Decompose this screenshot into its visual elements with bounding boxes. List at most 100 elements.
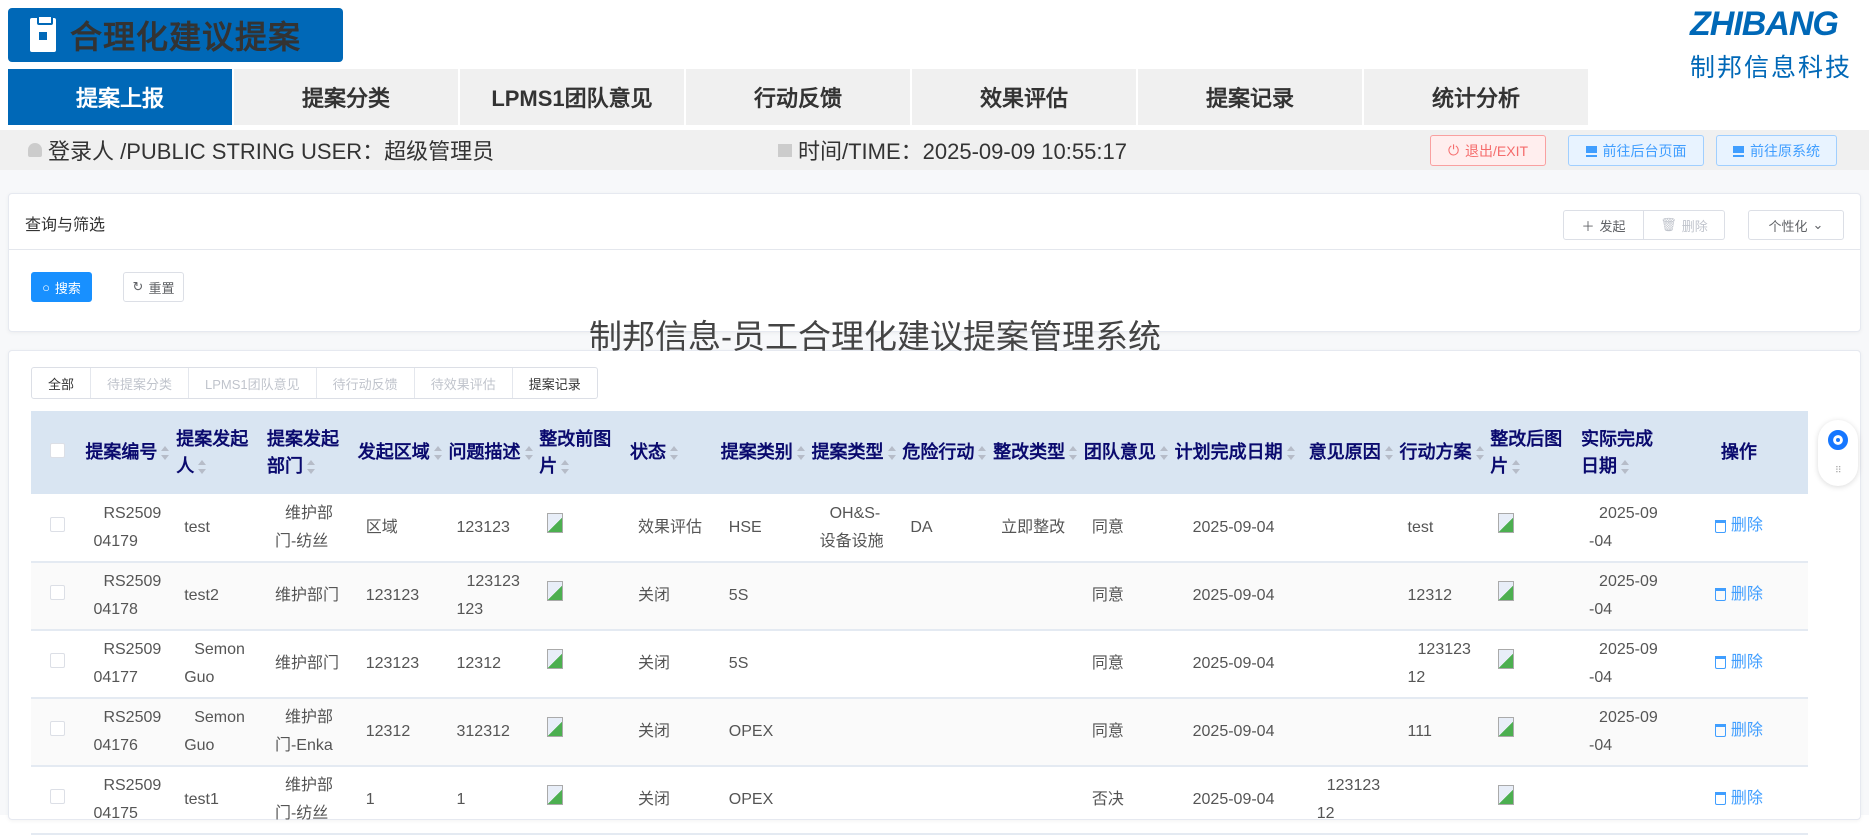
sort-icon[interactable] <box>670 446 679 461</box>
table-cell: 2025-09-04 <box>1172 698 1307 767</box>
nav-tab-0[interactable]: 提案上报 <box>8 69 234 125</box>
table-cell: RS250904177 <box>83 630 175 699</box>
select-all-checkbox[interactable] <box>49 443 65 458</box>
column-header[interactable]: 状态 <box>628 411 719 494</box>
column-header[interactable]: 团队意见 <box>1081 411 1173 494</box>
table-cell: 立即整改 <box>991 494 1082 563</box>
sort-icon[interactable] <box>198 459 207 474</box>
image-thumbnail-icon[interactable] <box>1498 717 1515 737</box>
table-cell <box>900 562 992 631</box>
column-header-label: 提案发起部门 <box>266 428 339 476</box>
operation-header: 操作 <box>1669 411 1808 494</box>
column-header[interactable]: 危险行动 <box>900 411 992 494</box>
image-thumbnail-icon[interactable] <box>1498 649 1515 669</box>
delete-row-button[interactable]: 删除 <box>1714 581 1763 609</box>
column-header[interactable]: 整改类型 <box>991 411 1082 494</box>
nav-tab-3[interactable]: 行动反馈 <box>686 69 912 125</box>
sort-icon[interactable] <box>1159 446 1168 461</box>
column-header[interactable]: 行动方案 <box>1397 411 1489 494</box>
sort-icon[interactable] <box>561 459 570 474</box>
add-button[interactable]: ＋发起 <box>1563 210 1644 240</box>
image-thumbnail-icon[interactable] <box>1498 512 1515 533</box>
image-thumbnail-icon[interactable] <box>547 717 564 737</box>
column-header[interactable]: 意见原因 <box>1306 411 1398 494</box>
search-button[interactable]: ○ 搜索 <box>31 272 92 302</box>
image-thumbnail-icon[interactable] <box>547 512 564 533</box>
sort-icon[interactable] <box>796 446 805 461</box>
nav-tab-5[interactable]: 提案记录 <box>1138 69 1364 125</box>
goto-old-system-button[interactable]: 前往原系统 <box>1716 135 1837 166</box>
column-header-label: 计划完成日期 <box>1174 442 1283 462</box>
monitor-icon <box>1585 146 1597 155</box>
nav-tab-1[interactable]: 提案分类 <box>234 69 460 125</box>
row-checkbox[interactable] <box>49 653 65 668</box>
segment-tab-1[interactable]: 待提案分类 <box>91 368 190 398</box>
table-cell <box>1306 562 1398 631</box>
personalize-dropdown[interactable]: 个性化 ⌄ <box>1748 210 1844 240</box>
delete-row-button[interactable]: 删除 <box>1714 512 1763 540</box>
sort-icon[interactable] <box>1069 446 1078 461</box>
goto-admin-button[interactable]: 前往后台页面 <box>1568 135 1704 166</box>
sort-icon[interactable] <box>161 446 170 461</box>
segment-tab-4[interactable]: 待效果评估 <box>415 368 513 398</box>
segment-tab-5[interactable]: 提案记录 <box>528 376 581 392</box>
sort-icon[interactable] <box>1286 446 1295 461</box>
sort-icon[interactable] <box>1512 459 1521 474</box>
row-checkbox[interactable] <box>49 721 65 736</box>
delete-label: 删除 <box>1730 721 1763 739</box>
sort-icon[interactable] <box>887 446 896 461</box>
segment-tab-2[interactable]: LPMS1团队意见 <box>189 368 317 398</box>
exit-button[interactable]: ⏻ 退出/EXIT <box>1430 135 1546 166</box>
nav-tab-4[interactable]: 效果评估 <box>912 69 1138 125</box>
column-header[interactable]: 提案类型 <box>809 411 901 494</box>
segment-tab-3[interactable]: 待行动反馈 <box>317 368 415 398</box>
column-header[interactable]: 提案类别 <box>718 411 810 494</box>
table-cell: 关闭 <box>628 562 719 631</box>
sort-icon[interactable] <box>978 446 987 461</box>
column-header[interactable]: 发起区域 <box>355 411 447 494</box>
nav-tab-2[interactable]: LPMS1团队意见 <box>460 69 686 125</box>
operation-cell: 删除 <box>1669 766 1808 835</box>
column-header[interactable]: 提案发起部门 <box>264 411 356 494</box>
column-header[interactable]: 提案发起人 <box>174 411 265 494</box>
row-checkbox[interactable] <box>49 789 65 804</box>
table-cell <box>809 698 901 767</box>
column-header-label: 行动方案 <box>1399 442 1472 462</box>
operation-cell: 删除 <box>1669 494 1808 563</box>
sort-icon[interactable] <box>1384 446 1393 461</box>
drag-handle-icon[interactable]: ⠿ <box>1835 465 1842 475</box>
column-header[interactable]: 计划完成日期 <box>1172 411 1307 494</box>
image-thumbnail-icon[interactable] <box>1498 581 1515 601</box>
sort-icon[interactable] <box>433 446 442 461</box>
table-cell: 12312 <box>355 698 447 767</box>
batch-delete-button[interactable]: 🗑 删除 <box>1644 210 1725 240</box>
image-thumbnail-icon[interactable] <box>547 785 564 805</box>
sort-icon[interactable] <box>524 446 533 461</box>
row-checkbox[interactable] <box>49 585 65 600</box>
sort-icon[interactable] <box>1621 459 1630 474</box>
column-header[interactable]: 整改前图片 <box>537 411 629 494</box>
sort-icon[interactable] <box>306 459 315 474</box>
segment-tab-0[interactable]: 全部 <box>32 368 92 398</box>
floating-assistant[interactable]: ⠿ <box>1818 420 1858 486</box>
column-header[interactable]: 实际完成日期 <box>1579 411 1670 494</box>
nav-tab-6[interactable]: 统计分析 <box>1364 69 1590 125</box>
delete-row-button[interactable]: 删除 <box>1714 649 1763 677</box>
column-header[interactable]: 问题描述 <box>446 411 538 494</box>
column-header[interactable]: 整改后图片 <box>1488 411 1580 494</box>
delete-row-button[interactable]: 删除 <box>1714 717 1763 745</box>
row-checkbox[interactable] <box>49 516 65 532</box>
delete-row-button[interactable]: 删除 <box>1714 785 1763 813</box>
reset-button[interactable]: ↻ 重置 <box>123 272 184 302</box>
image-thumbnail-icon[interactable] <box>547 581 564 601</box>
table-cell: Semon Guo <box>174 630 265 699</box>
image-thumbnail-icon[interactable] <box>547 649 564 669</box>
table-cell: 5S <box>718 562 810 631</box>
image-thumbnail-icon[interactable] <box>1498 785 1515 805</box>
table-cell <box>1488 494 1580 563</box>
table-cell: RS250904176 <box>83 698 175 767</box>
column-header[interactable]: 提案编号 <box>83 411 175 494</box>
table-cell: 2025-09-04 <box>1579 698 1670 767</box>
sort-icon[interactable] <box>1475 446 1484 461</box>
column-header-label: 危险行动 <box>902 442 975 462</box>
